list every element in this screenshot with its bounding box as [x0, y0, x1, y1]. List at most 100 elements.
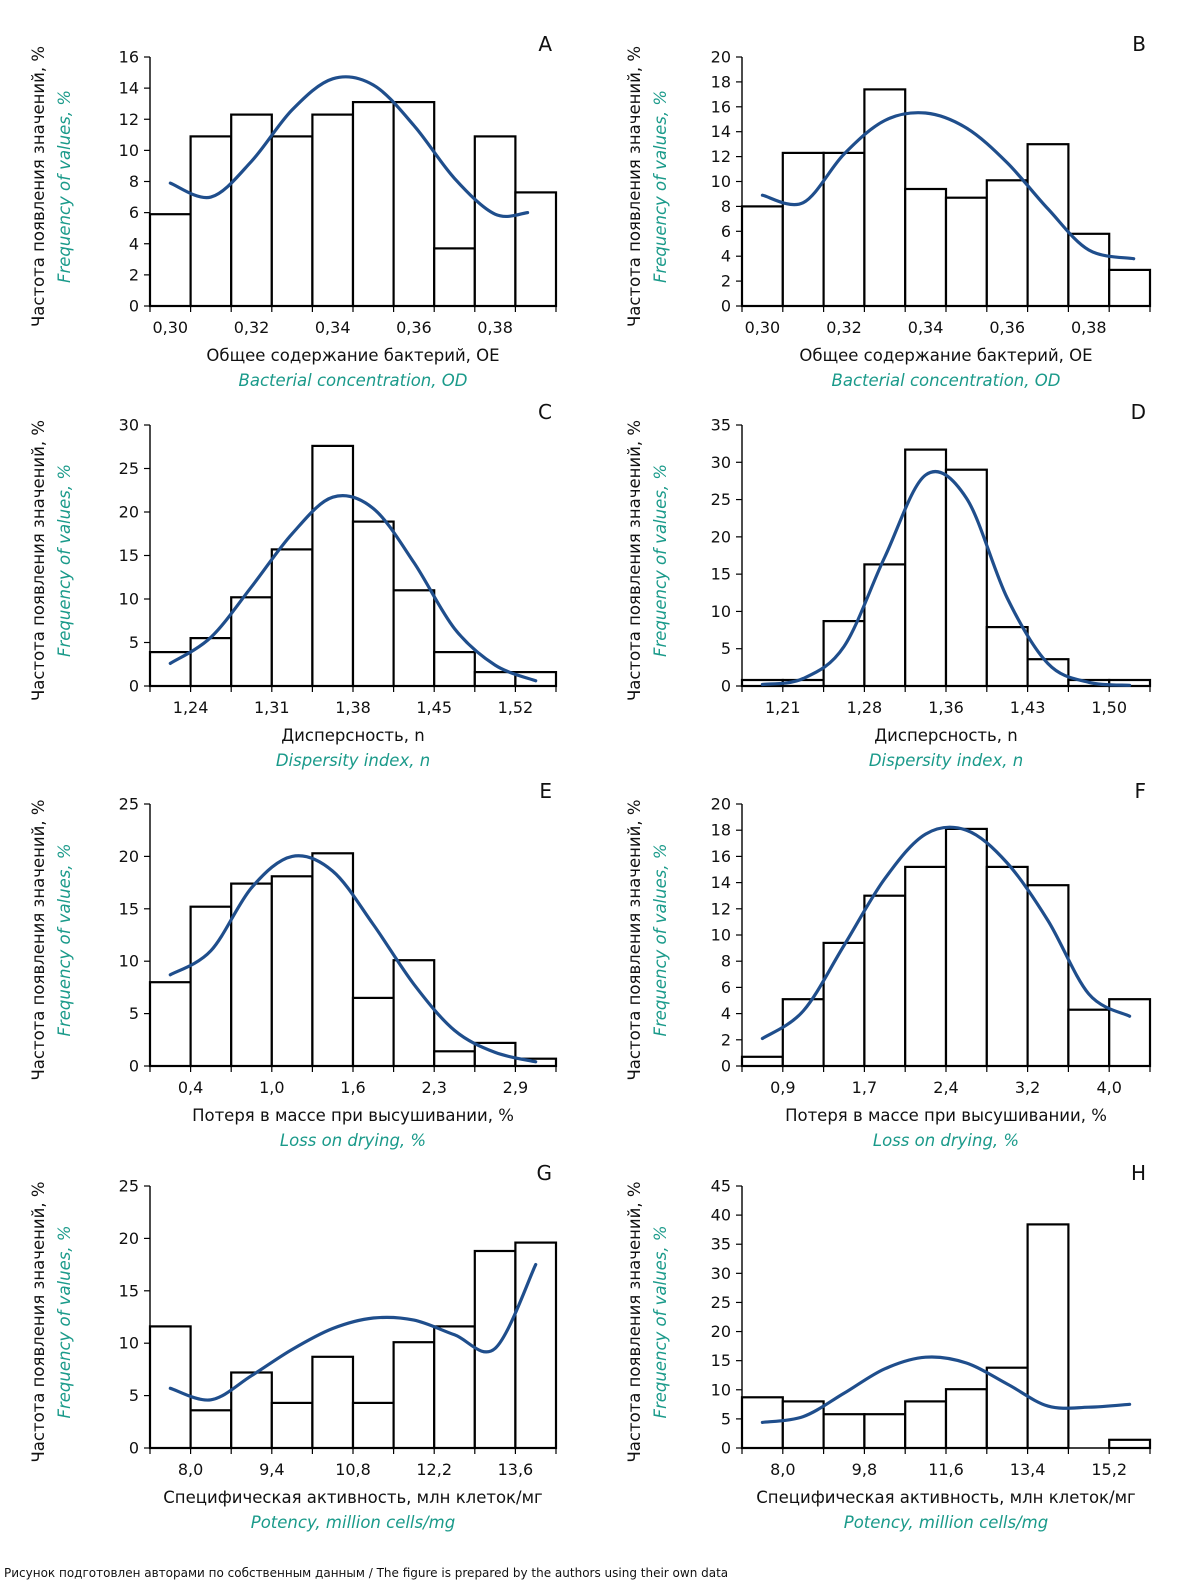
- x-tick-label: 8,0: [178, 1460, 203, 1479]
- bar: [270, 875, 314, 1068]
- y-tick-label: 0: [721, 1057, 731, 1076]
- bar: [392, 589, 436, 688]
- x-tick-label: 1,6: [340, 1078, 365, 1097]
- y-tick-label: 20: [711, 527, 731, 546]
- x-axis-label-ru: Специфическая активность, млн клеток/мг: [163, 1488, 542, 1507]
- y-tick-label: 15: [119, 1281, 139, 1300]
- y-tick-label: 5: [129, 1004, 139, 1023]
- y-tick-label: 14: [711, 873, 731, 892]
- distribution-curve: [168, 494, 538, 683]
- x-tick-label: 9,4: [259, 1460, 284, 1479]
- bar: [1026, 143, 1070, 308]
- panel-letter: E: [539, 779, 552, 803]
- bar: [433, 247, 476, 308]
- bar: [189, 1409, 233, 1450]
- bar: [904, 865, 948, 1068]
- y-tick-label: 16: [711, 97, 731, 116]
- distribution-curve: [168, 854, 538, 1064]
- y-tick-label: 40: [711, 1206, 731, 1225]
- bar: [1026, 884, 1070, 1068]
- x-tick-label: 1,36: [928, 698, 964, 717]
- bar: [740, 1055, 784, 1068]
- y-tick-label: 6: [721, 978, 731, 997]
- x-tick-label: 9,8: [852, 1460, 877, 1479]
- x-tick-label: 1,43: [1010, 698, 1046, 717]
- y-tick-label: 15: [711, 1351, 731, 1370]
- x-tick-label: 0,38: [477, 318, 513, 337]
- bar: [392, 1341, 436, 1450]
- bar: [944, 468, 988, 688]
- bar: [270, 1401, 314, 1450]
- bar: [863, 894, 907, 1068]
- x-tick-label: 1,52: [498, 698, 534, 717]
- y-tick-label: 16: [119, 48, 139, 67]
- x-tick-label: 4,0: [1096, 1078, 1121, 1097]
- y-axis-label-ru: Частота появления значений, %: [625, 799, 644, 1080]
- chart-panel-b: 0 2 4 6 8 10 12 14 16 18 20 0,30 0,32 0,34 0,36 0,38 B Об…: [625, 32, 1152, 390]
- panel-letter: A: [538, 32, 552, 56]
- distribution-curve: [760, 469, 1132, 687]
- y-tick-label: 0: [721, 677, 731, 696]
- y-tick-label: 30: [711, 1264, 731, 1283]
- y-tick-label: 25: [711, 1293, 731, 1312]
- x-axis-label-ru: Специфическая активность, млн клеток/мг: [756, 1488, 1135, 1507]
- y-tick-label: 18: [711, 821, 731, 840]
- y-tick-label: 5: [129, 1386, 139, 1405]
- y-tick-label: 45: [711, 1177, 731, 1196]
- y-tick-label: 2: [721, 272, 731, 291]
- bar: [944, 196, 988, 308]
- panel-letter: H: [1131, 1161, 1146, 1185]
- y-tick-label: 15: [119, 899, 139, 918]
- bar: [822, 941, 866, 1068]
- y-tick-label: 2: [721, 1030, 731, 1049]
- x-tick-label: 1,24: [173, 698, 209, 717]
- bar: [904, 1400, 948, 1450]
- x-axis-label-en: Bacterial concentration, OD: [832, 371, 1061, 390]
- bar: [904, 187, 948, 308]
- bar: [822, 619, 866, 688]
- y-tick-label: 10: [711, 926, 731, 945]
- y-tick-label: 12: [711, 899, 731, 918]
- distribution-curve: [760, 825, 1132, 1041]
- x-tick-label: 13,6: [498, 1460, 534, 1479]
- bar: [514, 670, 558, 688]
- y-axis-label-en: Frequency of values, %: [651, 90, 670, 283]
- y-tick-label: 20: [711, 795, 731, 814]
- x-axis-label-ru: Дисперсность, n: [281, 726, 424, 745]
- y-axis-label-en: Frequency of values, %: [651, 464, 670, 657]
- panel-letter: B: [1132, 32, 1146, 56]
- x-tick-label: 0,4: [178, 1078, 203, 1097]
- x-axis-label-ru: Потеря в массе при высушивании, %: [785, 1106, 1107, 1125]
- y-axis-label-ru: Частота появления значений, %: [625, 420, 644, 701]
- chart-panel-g: 0 5 10 15 20 25 8,0 9,4 10,8 12,2 13,6 G Специфическ…: [29, 1161, 558, 1532]
- distribution-curve: [168, 75, 530, 218]
- x-tick-label: 2,3: [421, 1078, 446, 1097]
- x-tick-label: 0,38: [1071, 318, 1107, 337]
- bar: [433, 1325, 476, 1450]
- y-axis-label-en: Frequency of values, %: [651, 1225, 670, 1418]
- y-axis-label-en: Frequency of values, %: [55, 90, 74, 283]
- x-tick-label: 1,21: [765, 698, 801, 717]
- x-tick-label: 12,2: [416, 1460, 452, 1479]
- x-tick-label: 13,4: [1010, 1460, 1046, 1479]
- x-axis-label-ru: Дисперсность, n: [874, 726, 1017, 745]
- bar: [1067, 1008, 1111, 1068]
- bar: [473, 670, 517, 688]
- y-tick-label: 6: [721, 222, 731, 241]
- chart-panel-e: 0 5 10 15 20 25 0,4 1,0 1,6 2,3 2,9 E Потеря в массе…: [29, 779, 558, 1150]
- x-axis-label-en: Potency, million cells/mg: [251, 1513, 455, 1532]
- y-tick-label: 15: [711, 565, 731, 584]
- figure-caption: Рисунок подготовлен авторами по собствен…: [4, 1566, 729, 1580]
- y-tick-label: 0: [721, 297, 731, 316]
- bar: [904, 448, 948, 688]
- x-axis-label-en: Dispersity index, n: [276, 751, 430, 770]
- x-tick-label: 2,9: [503, 1078, 528, 1097]
- panel-letter: F: [1134, 779, 1146, 803]
- x-axis-label-ru: Общее содержание бактерий, ОЕ: [206, 346, 499, 365]
- bar: [311, 852, 355, 1068]
- y-axis-label-en: Frequency of values, %: [651, 843, 670, 1036]
- y-tick-label: 10: [711, 602, 731, 621]
- bar: [944, 1388, 988, 1450]
- y-tick-label: 14: [711, 122, 731, 141]
- y-tick-label: 10: [711, 172, 731, 191]
